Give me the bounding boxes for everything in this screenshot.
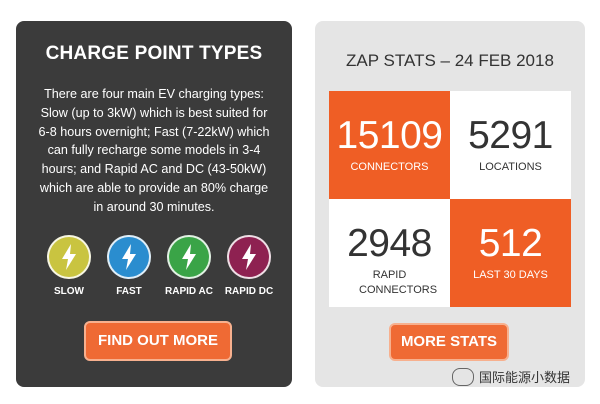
wechat-icon [452, 367, 474, 386]
stats-grid: 15109 CONNECTORS 5291 LOCATIONS 2948 RAP… [329, 91, 571, 307]
charge-types-description: There are four main EV charging types: S… [38, 87, 270, 214]
charge-type-label: RAPID AC [165, 286, 213, 297]
stat-value: 5291 [468, 114, 553, 157]
lightning-bolt-icon [227, 235, 271, 279]
zap-stats-card: ZAP STATS – 24 FEB 2018 15109 CONNECTORS… [315, 21, 585, 387]
stat-rapid-connectors: 2948 RAPID CONNECTORS [329, 199, 450, 307]
watermark: 国际能源小数据 [452, 367, 570, 386]
charge-type-list: SLOW FAST RAPID AC RAPID DC [39, 235, 279, 299]
charge-type-rapid-dc: RAPID DC [219, 235, 279, 297]
stat-label: LOCATIONS [479, 161, 542, 173]
zap-stats-title: ZAP STATS – 24 FEB 2018 [346, 51, 554, 70]
stat-value: 15109 [336, 114, 443, 157]
stat-last-30-days: 512 LAST 30 DAYS [450, 199, 571, 307]
lightning-bolt-icon [47, 235, 91, 279]
charge-type-slow: SLOW [39, 235, 99, 297]
stat-connectors: 15109 CONNECTORS [329, 91, 450, 199]
stat-label: LAST 30 DAYS [473, 269, 548, 281]
stat-value: 2948 [347, 222, 432, 265]
more-stats-button[interactable]: MORE STATS [389, 323, 509, 361]
charge-type-rapid-ac: RAPID AC [159, 235, 219, 297]
charge-type-label: FAST [116, 286, 142, 297]
find-out-more-button[interactable]: FIND OUT MORE [84, 321, 232, 361]
lightning-bolt-icon [167, 235, 211, 279]
charge-point-types-card: CHARGE POINT TYPES There are four main E… [16, 21, 292, 387]
charge-type-fast: FAST [99, 235, 159, 297]
charge-type-label: RAPID DC [224, 286, 274, 297]
stat-label: RAPID CONNECTORS [359, 269, 438, 296]
charge-type-label: SLOW [54, 286, 84, 297]
watermark-text: 国际能源小数据 [479, 370, 571, 385]
stat-value: 512 [478, 222, 543, 265]
stat-locations: 5291 LOCATIONS [450, 91, 571, 199]
charge-types-title: CHARGE POINT TYPES [45, 43, 263, 64]
stat-label: CONNECTORS [350, 161, 429, 173]
lightning-bolt-icon [107, 235, 151, 279]
